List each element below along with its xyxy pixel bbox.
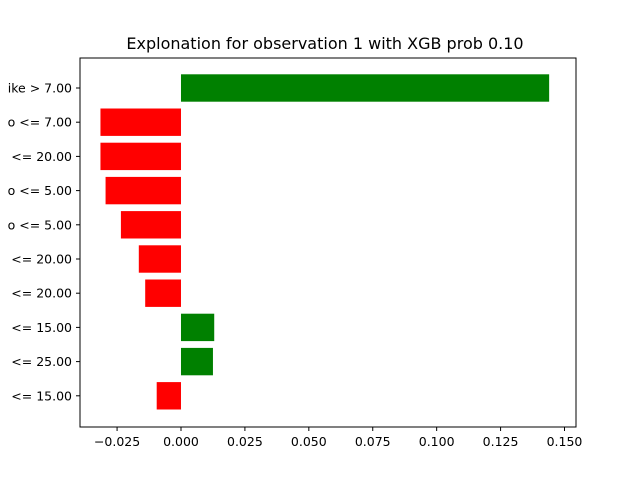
bars-group xyxy=(100,74,550,410)
y-tick-label-2: <= 20.00 xyxy=(11,149,72,164)
y-tick-label-8: <= 25.00 xyxy=(11,354,72,369)
y-tick-label-0: ike > 7.00 xyxy=(8,81,72,96)
bar-1 xyxy=(100,108,181,136)
y-tick-label-3: o <= 5.00 xyxy=(8,183,72,198)
bar-7 xyxy=(180,313,215,342)
y-axis-ticks: ike > 7.00 o <= 7.00 <= 20.00 o <= 5.00 o <=… xyxy=(8,81,80,403)
bar-5 xyxy=(138,245,181,273)
x-tick-label-0: −0.025 xyxy=(94,434,140,449)
y-tick-label-5: <= 20.00 xyxy=(11,252,72,267)
x-axis-ticks: −0.025 0.000 0.025 0.050 0.075 0.100 0.125 0.15… xyxy=(94,427,582,449)
bar-8 xyxy=(180,347,213,376)
x-tick-label-7: 0.150 xyxy=(547,434,583,449)
y-tick-label-6: <= 20.00 xyxy=(11,286,72,301)
bar-6 xyxy=(145,279,181,307)
plot-frame xyxy=(79,57,577,428)
bar-9 xyxy=(156,382,181,410)
bar-0 xyxy=(180,74,550,102)
y-tick-label-1: o <= 7.00 xyxy=(8,115,72,130)
y-tick-label-4: o <= 5.00 xyxy=(8,217,72,232)
y-tick-label-7: <= 15.00 xyxy=(11,320,72,335)
y-tick-label-9: <= 15.00 xyxy=(11,388,72,403)
x-tick-label-5: 0.100 xyxy=(419,434,455,449)
x-tick-label-6: 0.125 xyxy=(483,434,519,449)
chart-title: Explonation for observation 1 with XGB p… xyxy=(126,34,523,53)
bar-4 xyxy=(120,211,181,239)
x-tick-label-1: 0.000 xyxy=(163,434,199,449)
x-tick-label-3: 0.050 xyxy=(291,434,327,449)
bar-2 xyxy=(100,142,181,171)
x-tick-label-4: 0.075 xyxy=(355,434,391,449)
bar-3 xyxy=(105,176,181,205)
x-tick-label-2: 0.025 xyxy=(227,434,263,449)
